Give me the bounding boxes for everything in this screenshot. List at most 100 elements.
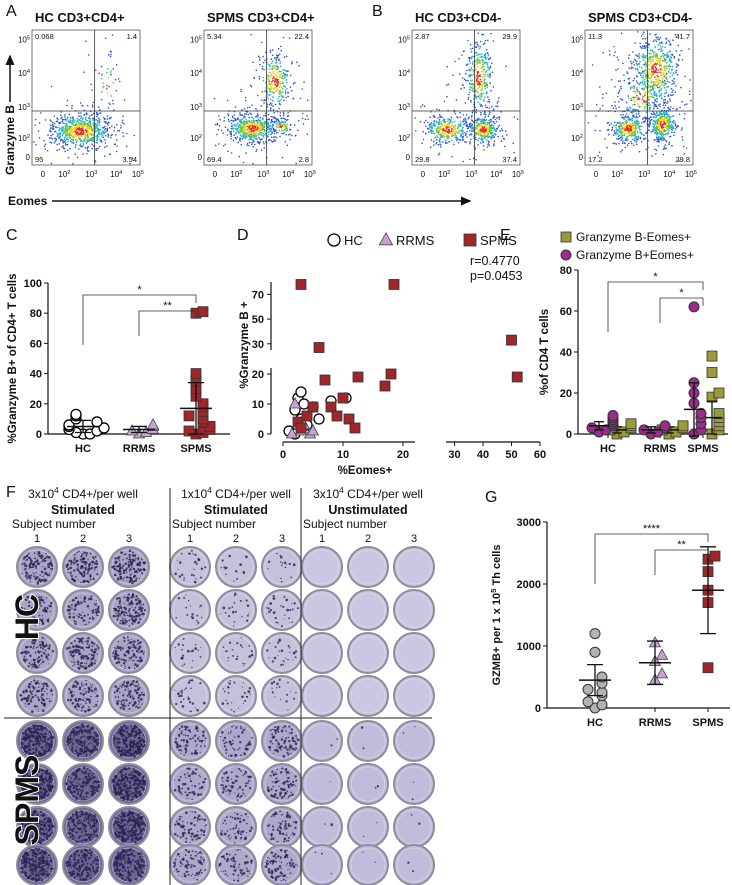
cell-dot <box>276 66 278 68</box>
cell-dot <box>240 134 242 136</box>
cell-dot <box>477 102 479 104</box>
spot <box>31 563 34 566</box>
cell-dot <box>454 136 456 138</box>
cell-dot <box>113 82 115 84</box>
cell-dot <box>62 127 64 129</box>
cell-dot <box>471 133 473 135</box>
cell-dot <box>622 140 624 142</box>
cell-dot <box>238 156 240 158</box>
cell-dot <box>651 119 653 121</box>
cell-dot <box>257 141 259 143</box>
y-tick-label: 0 <box>36 429 42 441</box>
cell-dot <box>230 131 232 133</box>
cell-dot <box>638 57 640 59</box>
cell-dot <box>279 77 281 79</box>
cell-dot <box>626 113 628 115</box>
cell-dot <box>50 120 52 122</box>
cell-dot <box>283 115 285 117</box>
cell-dot <box>512 143 514 145</box>
cell-dot <box>250 130 252 132</box>
cell-dot <box>664 96 666 98</box>
cell-dot <box>106 145 108 147</box>
cell-dot <box>487 52 489 54</box>
cell-dot <box>268 114 270 116</box>
cell-dot <box>420 106 422 108</box>
cell-dot <box>60 132 62 134</box>
quadrant-value: 11.3 <box>588 32 602 41</box>
cell-dot <box>223 120 225 122</box>
cell-dot <box>666 102 668 104</box>
cell-dot <box>74 136 76 138</box>
cell-dot <box>440 144 442 146</box>
cell-dot <box>624 132 626 134</box>
cell-dot <box>649 108 651 110</box>
cell-dot <box>461 130 463 132</box>
cell-dot <box>669 50 671 52</box>
cell-dot <box>675 85 677 87</box>
y-tick-label: 0 <box>406 153 411 162</box>
cell-dot <box>668 114 670 116</box>
cell-dot <box>484 57 486 59</box>
cell-dot <box>651 80 653 82</box>
y-tick-label: 102 <box>18 134 30 143</box>
cell-dot <box>479 86 481 88</box>
cell-dot <box>637 136 639 138</box>
cell-dot <box>279 63 281 65</box>
x-tick-label: SPMS <box>687 443 718 455</box>
x-tick-label: 104 <box>282 170 294 179</box>
legend-label: HC <box>344 233 363 248</box>
cell-dot <box>277 89 279 91</box>
cell-dot <box>423 139 425 141</box>
cell-dot <box>72 116 74 118</box>
text-part: 0 <box>421 170 426 179</box>
cell-dot <box>465 121 467 123</box>
cell-dot <box>614 105 616 107</box>
cell-dot <box>631 98 633 100</box>
cell-dot <box>263 141 265 143</box>
cell-dot <box>248 124 250 126</box>
spot <box>74 554 76 556</box>
cell-dot <box>95 119 97 121</box>
cell-dot <box>460 124 462 126</box>
cell-dot <box>488 114 490 116</box>
cell-dot <box>663 74 665 76</box>
marker <box>302 411 312 421</box>
cell-dot <box>88 121 90 123</box>
cell-dot <box>277 100 279 102</box>
cell-dot <box>286 75 288 77</box>
cell-dot <box>73 137 75 139</box>
cell-dot <box>615 69 617 71</box>
cell-dot <box>683 146 685 148</box>
marker <box>714 388 724 398</box>
cell-dot <box>609 50 611 52</box>
significance-bracket <box>655 550 708 575</box>
cell-dot <box>57 135 59 137</box>
cell-dot <box>645 64 647 66</box>
y-tick-label: 40 <box>560 347 572 359</box>
cell-dot <box>272 78 274 80</box>
x-tick-label: 0 <box>41 170 46 179</box>
y-tick-label: 104 <box>398 69 410 78</box>
cell-dot <box>653 127 655 129</box>
cell-dot <box>486 139 488 141</box>
cell-dot <box>651 96 653 98</box>
quadrant-value: 2.8 <box>299 155 309 164</box>
spot <box>74 580 77 583</box>
cell-dot <box>460 135 462 137</box>
cell-dot <box>251 104 253 106</box>
cell-dot <box>123 135 125 137</box>
cell-dot <box>110 74 112 76</box>
cell-dot <box>255 151 257 153</box>
cell-dot <box>106 88 108 90</box>
cell-dot <box>657 138 659 140</box>
cell-dot <box>621 117 623 119</box>
text-part: 5 <box>313 170 316 176</box>
cell-dot <box>482 61 484 63</box>
cell-dot <box>642 102 644 104</box>
cell-dot <box>666 86 668 88</box>
cell-dot <box>662 46 664 48</box>
cell-dot <box>252 139 254 141</box>
cell-dot <box>258 55 260 57</box>
cell-dot <box>225 144 227 146</box>
marker <box>561 250 571 260</box>
